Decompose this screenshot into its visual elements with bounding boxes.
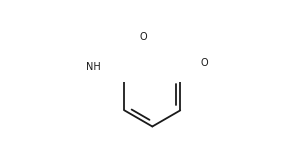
- Text: O: O: [201, 58, 208, 68]
- Text: NH: NH: [85, 62, 100, 72]
- Text: O: O: [139, 32, 147, 42]
